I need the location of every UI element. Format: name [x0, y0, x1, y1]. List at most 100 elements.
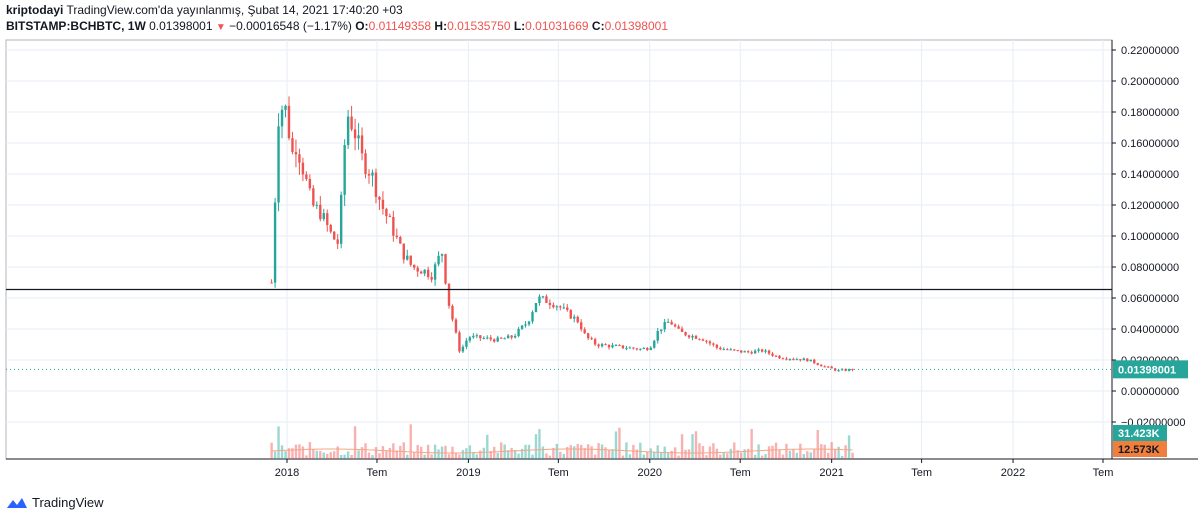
candle-body [799, 359, 802, 361]
candle-body [461, 346, 465, 352]
volume-bar [413, 452, 416, 459]
volume-bar [475, 454, 479, 459]
candle-body [778, 355, 781, 359]
volume-bar [833, 449, 837, 459]
candle-body [364, 153, 367, 174]
candle-body [406, 255, 409, 260]
y-tick-label: 0.20000000 [1121, 76, 1179, 88]
candle-body [416, 267, 419, 272]
y-tick-label: 0.22000000 [1121, 45, 1179, 57]
volume-bar [461, 449, 465, 459]
y-tick-label: 0.08000000 [1121, 262, 1179, 274]
candle-body [830, 366, 833, 369]
candle-body [437, 255, 440, 265]
candle-body [586, 333, 590, 339]
candle-body [447, 283, 451, 306]
candle-body [562, 307, 566, 309]
volume-bar [639, 442, 642, 459]
volume-bar [806, 451, 809, 459]
candle-body [545, 296, 548, 303]
candle-body [479, 335, 482, 339]
candle-body [656, 331, 659, 341]
volume-bar [712, 443, 715, 459]
symbol-name: BITSTAMP:BCHBTC, 1W [6, 19, 146, 33]
x-tick-label: 2021 [819, 467, 843, 479]
volume-bar [628, 454, 632, 459]
volume-bar [740, 452, 743, 459]
candle-body [315, 204, 319, 206]
candle-body [694, 335, 698, 339]
volume-bar [764, 454, 767, 459]
volume-bar [576, 444, 579, 459]
candle-body [833, 368, 837, 371]
candle-body [767, 350, 771, 354]
volume-bar [506, 450, 510, 459]
candle-body [635, 348, 639, 350]
candle-body [806, 358, 809, 362]
symbol-line: BITSTAMP:BCHBTC, 1W 0.01398001 ▼ −0.0001… [6, 19, 668, 33]
volume-bar [559, 451, 562, 459]
candle-body [520, 325, 524, 329]
candle-body [402, 243, 405, 260]
volume-bar [813, 449, 816, 459]
volume-bar [277, 426, 280, 459]
volume-bar [395, 450, 399, 459]
volume-bar [840, 455, 844, 459]
volume-bar [499, 442, 503, 459]
candle-body [715, 344, 719, 348]
volume-bar [614, 431, 618, 459]
candle-body [305, 174, 308, 180]
candle-body [746, 351, 750, 353]
volume-bar [454, 453, 458, 459]
candle-body [336, 239, 339, 244]
last-price-label: 0.01398001 [1118, 364, 1176, 376]
volume-bar [294, 444, 298, 459]
candle-body [510, 335, 513, 338]
volume-bar [486, 434, 489, 459]
candle-body [454, 319, 458, 333]
volume-bar [583, 448, 586, 459]
candle-body [816, 363, 819, 365]
candle-body [670, 321, 673, 325]
brand-name: TradingView [32, 495, 104, 510]
author-name: kriptodayi [6, 3, 64, 17]
volume-bar [753, 454, 757, 459]
candle-body [760, 349, 764, 352]
volume-bar [792, 449, 795, 459]
candle-body [740, 350, 743, 353]
change-value: −0.00016548 (−1.17%) [229, 19, 352, 33]
volume-bar [273, 451, 277, 459]
candle-body [583, 329, 586, 334]
volume-bar [482, 447, 485, 459]
volume-bar [579, 444, 583, 459]
candle-body [701, 339, 705, 341]
high-value: 0.01535750 [447, 19, 511, 33]
candle-body [736, 350, 739, 352]
volume-bar [809, 452, 812, 459]
candle-body [621, 345, 625, 349]
candle-body [329, 224, 332, 232]
volume-bar [385, 451, 388, 459]
volume-bar [760, 455, 764, 459]
volume-bar [573, 446, 576, 459]
volume-bar [381, 446, 385, 459]
candle-body [660, 329, 663, 332]
volume-bar [371, 455, 374, 459]
volume-bar [788, 450, 792, 459]
volume-bar [538, 429, 541, 459]
candle-body [552, 304, 555, 308]
candle-body [677, 326, 680, 329]
volume-bar [496, 452, 499, 459]
candle-body [291, 138, 294, 153]
volume-bar [778, 449, 781, 459]
tradingview-logo[interactable]: TradingView [6, 495, 104, 510]
candle-body [597, 344, 600, 347]
volume-bar [694, 431, 698, 459]
candle-body [823, 366, 826, 368]
volume-bar [388, 447, 392, 459]
candle-body [371, 172, 374, 176]
volume-bar [830, 442, 833, 459]
candle-body [771, 353, 774, 356]
volume-bar [649, 448, 652, 459]
